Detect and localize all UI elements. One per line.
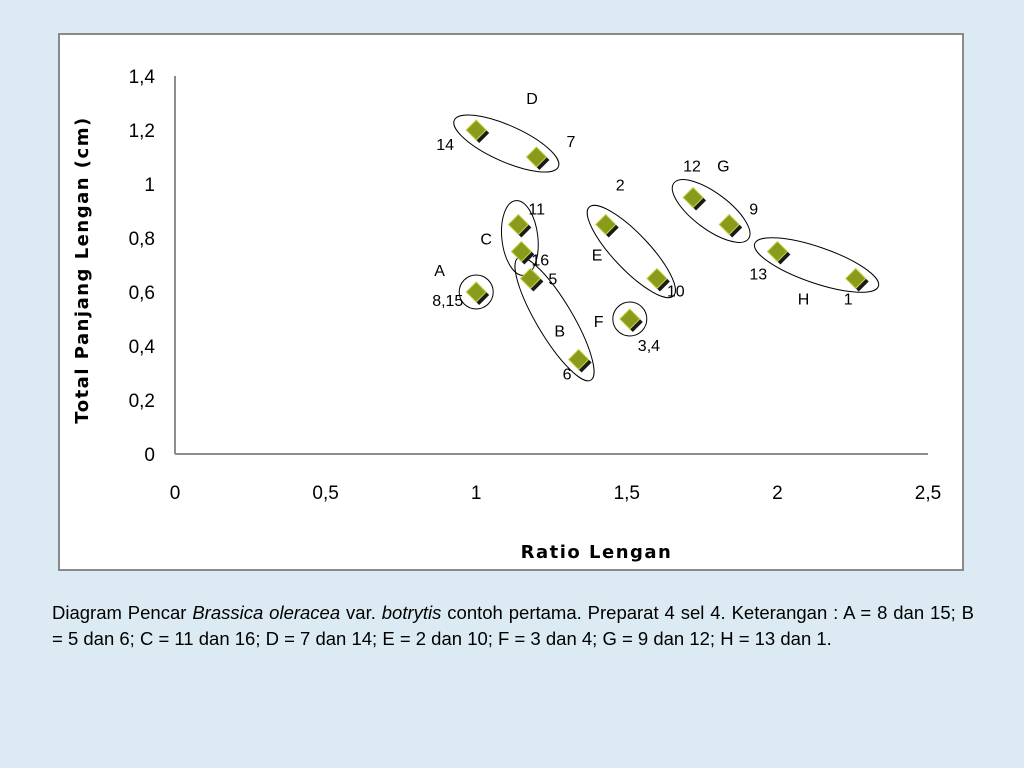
- point-labels: 8,15 5 6 11 16 14 7 2 10 3,4 12 9 13 1 A B C D E F G H: [432, 91, 853, 384]
- chart-frame: 0 0,5 1 1,5 2 2,5 0 0,2 0,4 0,6 0,8 1 1,2 1,4 8,15 5 6 1…: [58, 33, 964, 571]
- axes: [174, 76, 928, 455]
- data-point-12: [682, 186, 707, 211]
- y-tick-label: 1,2: [129, 121, 155, 142]
- caption-part-1: Diagram Pencar: [52, 602, 193, 623]
- point-marker: [567, 348, 590, 371]
- x-tick-label: 1: [471, 483, 482, 504]
- data-point-3,4: [619, 308, 643, 332]
- data-point-10: [646, 267, 670, 292]
- point-marker: [465, 281, 487, 303]
- group-ellipse-B: [514, 256, 595, 382]
- data-point-5: [519, 267, 544, 292]
- x-tick-label: 2,5: [915, 483, 941, 504]
- group-ellipse-G: [671, 179, 751, 243]
- y-tick-label: 0,4: [129, 337, 156, 358]
- group-ellipse-A: [458, 274, 494, 310]
- point-marker: [646, 267, 668, 290]
- tick-labels: 0 0,5 1 1,5 2 2,5 0 0,2 0,4 0,6 0,8 1 1,2 1,4: [129, 67, 942, 504]
- data-point-2: [595, 213, 619, 238]
- data-point-13: [766, 240, 791, 265]
- group-ellipse-D: [453, 114, 560, 173]
- data-points: [465, 119, 869, 373]
- group-label-G: G: [717, 159, 729, 176]
- point-marker: [595, 213, 617, 236]
- data-point-16: [510, 240, 535, 265]
- group-label-H: H: [798, 292, 810, 309]
- point-marker: [507, 213, 530, 236]
- caption-part-2: var.: [340, 602, 382, 623]
- group-ellipse-E: [586, 204, 676, 299]
- point-label-1: 1: [844, 292, 853, 309]
- y-tick-label: 0,6: [129, 283, 155, 304]
- x-axis-title: Ratio Lengan: [521, 542, 673, 563]
- figure-caption: Diagram Pencar Brassica oleracea var. bo…: [52, 600, 974, 652]
- data-point-14: [465, 119, 490, 143]
- point-marker: [465, 119, 487, 141]
- point-label-7: 7: [566, 134, 575, 151]
- point-label-10: 10: [667, 284, 685, 301]
- point-marker: [510, 240, 533, 263]
- point-label-5: 5: [548, 272, 557, 289]
- group-ellipses: [453, 114, 880, 382]
- point-label-3,4: 3,4: [638, 338, 660, 355]
- point-label-13: 13: [749, 267, 767, 284]
- y-tick-label: 1: [144, 175, 155, 196]
- caption-species: Brassica oleracea: [192, 602, 341, 623]
- data-point-7: [525, 146, 550, 170]
- x-tick-label: 0,5: [312, 483, 338, 504]
- caption-variety: botrytis: [381, 602, 442, 623]
- data-point-1: [845, 267, 869, 292]
- group-label-A: A: [434, 263, 445, 280]
- x-tick-label: 2: [772, 483, 783, 504]
- group-label-B: B: [554, 324, 565, 341]
- point-label-14: 14: [436, 137, 454, 154]
- point-label-6: 6: [563, 367, 572, 384]
- point-label-2: 2: [616, 178, 625, 195]
- point-marker: [845, 267, 867, 290]
- point-marker: [619, 308, 641, 330]
- group-label-C: C: [480, 232, 492, 249]
- group-label-E: E: [592, 248, 603, 265]
- y-tick-label: 0: [144, 445, 155, 466]
- data-point-8,15: [465, 281, 490, 305]
- group-label-F: F: [594, 314, 604, 331]
- point-label-16: 16: [531, 253, 549, 270]
- point-marker: [766, 240, 789, 263]
- point-marker: [718, 213, 740, 236]
- x-tick-label: 0: [170, 483, 181, 504]
- point-label-9: 9: [749, 202, 758, 219]
- scatter-chart: 0 0,5 1 1,5 2 2,5 0 0,2 0,4 0,6 0,8 1 1,2 1,4 8,15 5 6 1…: [72, 67, 942, 563]
- point-marker: [682, 186, 704, 209]
- point-marker: [519, 267, 542, 290]
- group-ellipse-F: [612, 301, 648, 337]
- y-tick-label: 0,8: [129, 229, 155, 250]
- data-point-6: [567, 348, 592, 373]
- group-ellipse-H: [753, 237, 880, 293]
- y-axis-title: Total Panjang Lengan (cm): [72, 116, 93, 423]
- point-label-8,15: 8,15: [432, 293, 463, 310]
- point-label-11: 11: [528, 202, 545, 219]
- point-marker: [525, 146, 548, 168]
- data-point-11: [507, 213, 532, 238]
- y-tick-label: 0,2: [129, 391, 155, 412]
- point-label-12: 12: [683, 159, 701, 176]
- group-label-D: D: [526, 91, 538, 108]
- data-point-9: [718, 213, 743, 238]
- y-tick-label: 1,4: [129, 67, 156, 88]
- x-tick-label: 1,5: [614, 483, 640, 504]
- caption-part-3: contoh pertama. Preparat 4 sel 4. Ketera…: [52, 602, 974, 649]
